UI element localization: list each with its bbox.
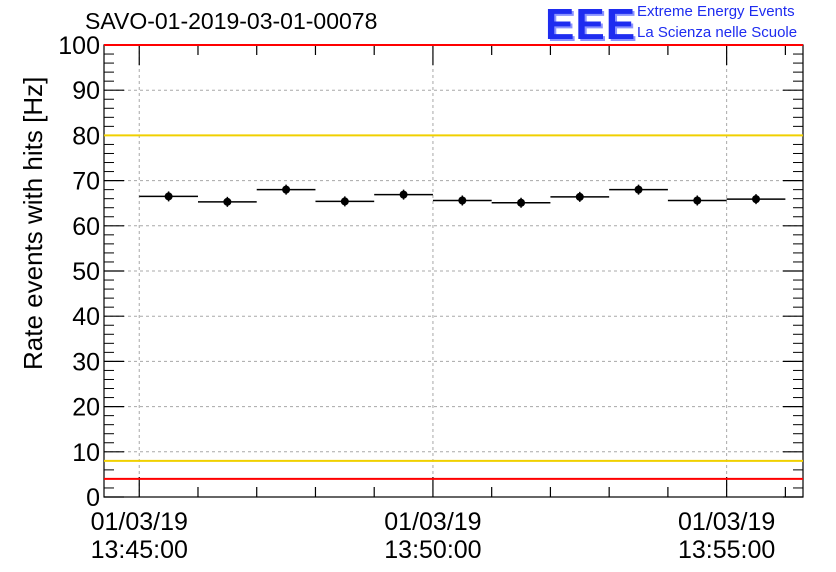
x-tick-time-label: 13:50:00: [384, 536, 481, 564]
x-tick-time-label: 13:55:00: [678, 536, 775, 564]
x-tick-date-label: 01/03/19: [384, 508, 481, 536]
data-point: [575, 192, 584, 201]
y-tick-label: 100: [58, 32, 100, 60]
y-tick-label: 0: [86, 484, 100, 512]
y-axis-label: Rate events with hits [Hz]: [18, 76, 48, 370]
x-tick-date-label: 01/03/19: [678, 508, 775, 536]
data-point: [282, 185, 291, 194]
y-tick-label: 70: [72, 168, 100, 196]
eee-logo: EEE: [545, 0, 637, 49]
y-tick-label: 60: [72, 213, 100, 241]
data-point: [693, 196, 702, 205]
data-point: [517, 198, 526, 207]
x-tick-time-label: 13:45:00: [91, 536, 188, 564]
y-tick-label: 90: [72, 77, 100, 105]
data-point: [752, 195, 761, 204]
y-tick-label: 20: [72, 394, 100, 422]
data-point: [399, 190, 408, 199]
chart-title: SAVO-01-2019-03-01-00078: [85, 8, 378, 34]
logo-subtitle-1: Extreme Energy Events: [637, 3, 795, 20]
y-tick-label: 40: [72, 303, 100, 331]
data-point: [340, 197, 349, 206]
data-point: [458, 196, 467, 205]
y-tick-label: 10: [72, 439, 100, 467]
data-point: [164, 192, 173, 201]
y-tick-label: 30: [72, 348, 100, 376]
logo-subtitle-2: La Scienza nelle Scuole: [637, 24, 798, 41]
data-point: [223, 197, 232, 206]
y-tick-label: 50: [72, 258, 100, 286]
data-point: [634, 185, 643, 194]
x-tick-date-label: 01/03/19: [91, 508, 188, 536]
y-tick-label: 80: [72, 122, 100, 150]
